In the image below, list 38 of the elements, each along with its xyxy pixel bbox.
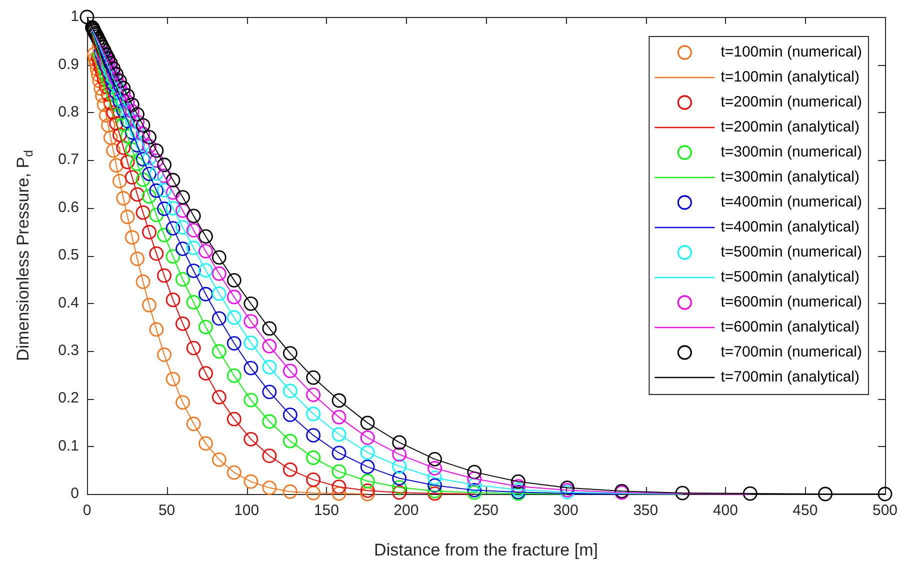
x-tick-label: 100 (234, 502, 260, 520)
legend-label: t=100min (analytical) (720, 68, 860, 86)
x-tick-label: 500 (872, 502, 898, 520)
x-tick-label: 200 (394, 502, 419, 520)
legend-label: t=600min (numerical) (720, 294, 862, 311)
x-axis-title: Distance from the fracture [m] (374, 540, 598, 560)
y-tick-label: 0.8 (58, 104, 79, 121)
x-tick-label: 300 (553, 502, 578, 520)
y-tick-label: 0.6 (58, 198, 79, 216)
y-tick-label: 0.9 (58, 56, 79, 73)
y-tick-label: 0.3 (58, 342, 79, 360)
legend-label: t=300min (analytical) (720, 168, 860, 186)
legend-label: t=200min (numerical) (720, 94, 862, 111)
legend-label: t=200min (analytical) (720, 118, 860, 136)
x-tick-label: 250 (473, 502, 499, 520)
y-tick-label: 0.7 (58, 151, 79, 168)
y-tick-label: 0.1 (58, 437, 79, 454)
y-tick-label: 0 (70, 485, 79, 502)
y-tick-label: 0.2 (58, 390, 79, 407)
x-tick-label: 400 (712, 502, 738, 520)
y-axis-title: Dimensionless Pressure, Pd (14, 150, 36, 361)
x-tick-label: 50 (158, 502, 176, 520)
x-tick-label: 350 (633, 502, 658, 520)
x-tick-label: 450 (792, 502, 818, 520)
legend-label: t=600min (analytical) (720, 318, 860, 336)
y-tick-label: 1 (70, 8, 79, 26)
y-tick-label: 0.4 (58, 294, 79, 312)
legend-label: t=500min (numerical) (720, 244, 862, 261)
legend-label: t=700min (analytical) (720, 368, 860, 386)
legend-label: t=300min (numerical) (720, 144, 862, 161)
y-tick-label: 0.5 (58, 246, 79, 264)
legend-label: t=100min (numerical) (720, 44, 862, 61)
legend-label: t=500min (analytical) (720, 268, 860, 286)
legend-label: t=400min (numerical) (720, 194, 862, 211)
x-tick-label: 0 (82, 502, 92, 520)
x-tick-label: 150 (314, 502, 339, 520)
legend-label: t=700min (numerical) (720, 344, 862, 361)
legend-label: t=400min (analytical) (720, 218, 860, 236)
